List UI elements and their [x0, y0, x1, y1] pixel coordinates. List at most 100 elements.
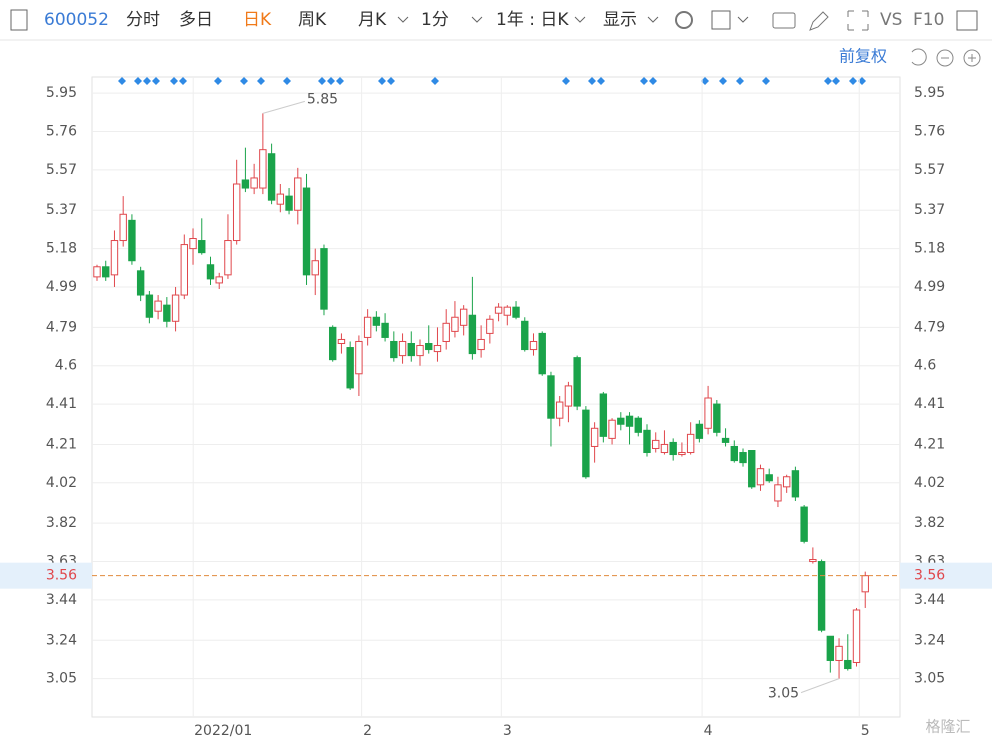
- event-marker: [170, 77, 178, 85]
- minute-dropdown[interactable]: 1分: [421, 10, 449, 30]
- zoom-in[interactable]: [963, 49, 981, 67]
- event-marker: [118, 77, 126, 85]
- tab-active[interactable]: 日K: [243, 10, 272, 30]
- y-tick-label: 5.57: [46, 162, 77, 178]
- event-marker: [824, 77, 832, 85]
- candle-body: [477, 338, 485, 351]
- y-tick-label: 4.41: [46, 396, 77, 412]
- event-marker: [336, 77, 344, 85]
- candle-body: [713, 403, 721, 433]
- event-marker: [378, 77, 386, 85]
- y-tick-label: 3.24: [46, 632, 77, 648]
- candle-body: [93, 266, 101, 278]
- candle-body: [538, 332, 546, 375]
- event-marker: [152, 77, 160, 85]
- annotation-leader: [262, 100, 306, 114]
- vs-button[interactable]: VS: [880, 10, 902, 30]
- y-tick-label-right: 4.79: [914, 319, 945, 335]
- candle-body: [547, 375, 555, 419]
- candle-body: [250, 177, 258, 189]
- y-tick-label: 4.79: [46, 319, 77, 335]
- y-tick-label-right: 5.57: [914, 162, 945, 178]
- candle-body: [704, 397, 712, 429]
- candle-body: [145, 294, 154, 318]
- y-tick-label: 3.05: [46, 671, 77, 687]
- chevron: [471, 16, 483, 23]
- candle-body: [171, 294, 180, 322]
- y-tick-label: 3.44: [46, 592, 77, 608]
- candle-body: [442, 322, 450, 342]
- range-dropdown[interactable]: 1年 : 日K: [496, 10, 569, 30]
- y-tick-label: 4.6: [55, 358, 77, 374]
- candle-body: [573, 357, 581, 407]
- event-marker: [431, 77, 439, 85]
- display-dropdown[interactable]: 显示: [603, 10, 637, 30]
- checkbox[interactable]: [711, 10, 731, 30]
- adjust-button[interactable]: 前复权: [839, 47, 887, 66]
- y-tick-label-right: 3.82: [914, 515, 945, 531]
- y-tick-label-right: 4.41: [914, 396, 945, 412]
- y-tick-label-right: 4.02: [914, 475, 945, 491]
- stock-code[interactable]: 600052: [44, 10, 109, 30]
- candle-body: [852, 609, 861, 663]
- event-marker: [640, 77, 648, 85]
- candle-body: [721, 437, 730, 443]
- candle-body: [739, 452, 747, 464]
- candle-body: [102, 266, 110, 278]
- candle-body: [119, 213, 127, 242]
- candle-body: [311, 260, 319, 276]
- panel-toggle[interactable]: [956, 10, 978, 31]
- toolbar: 600052 分时 多日 日K 周K 月K 1分 1年 : 日K 显示 VS F…: [0, 9, 992, 41]
- candle-body: [224, 240, 232, 276]
- tab[interactable]: 多日: [179, 10, 213, 30]
- candle-body: [660, 443, 669, 454]
- y-tick-label-right: 3.44: [914, 592, 945, 608]
- candle-body: [451, 316, 459, 332]
- event-marker: [387, 77, 395, 85]
- y-tick-label-right: 3.24: [914, 632, 945, 648]
- event-marker: [588, 77, 596, 85]
- candle-body: [433, 345, 442, 353]
- candle-body: [241, 179, 250, 189]
- event-marker: [736, 77, 744, 85]
- tab[interactable]: 周K: [298, 10, 327, 30]
- candle-body: [346, 347, 354, 389]
- zoom-out[interactable]: [936, 49, 954, 67]
- sidebar-toggle[interactable]: [10, 9, 28, 31]
- event-marker: [849, 77, 857, 85]
- chevron: [737, 16, 749, 23]
- candle-body: [590, 427, 599, 447]
- candle-body: [180, 244, 189, 296]
- settings-icon[interactable]: [675, 11, 693, 29]
- candle-body: [564, 385, 573, 407]
- camera-icon[interactable]: [772, 12, 796, 29]
- candle-body: [468, 314, 477, 355]
- candle-body: [355, 340, 363, 375]
- candle-body: [302, 187, 311, 276]
- event-marker: [283, 77, 291, 85]
- event-marker: [327, 77, 335, 85]
- annotation-low: 3.05: [768, 686, 799, 702]
- f10-button[interactable]: F10: [913, 10, 944, 30]
- zoom-in-sign: [968, 54, 976, 62]
- undo-icon[interactable]: [911, 48, 927, 66]
- candle-body: [486, 318, 494, 334]
- y-tick-label-right: 5.18: [914, 241, 945, 257]
- tab[interactable]: 分时: [126, 10, 160, 30]
- edit-icon[interactable]: [809, 11, 829, 31]
- event-marker: [832, 77, 840, 85]
- annotation-leader: [800, 678, 840, 694]
- candle-body: [756, 468, 765, 486]
- candle-body: [608, 419, 616, 439]
- event-marker: [318, 77, 326, 85]
- last-price-label-right: 3.56: [914, 568, 945, 584]
- period-dropdown[interactable]: 月K: [358, 10, 387, 30]
- candle-body: [128, 219, 136, 262]
- fullscreen-icon[interactable]: [847, 10, 869, 31]
- event-marker: [701, 77, 709, 85]
- y-tick-label: 3.82: [46, 515, 77, 531]
- candle-body: [163, 304, 171, 322]
- candle-body: [634, 417, 642, 433]
- candle-body: [494, 306, 503, 314]
